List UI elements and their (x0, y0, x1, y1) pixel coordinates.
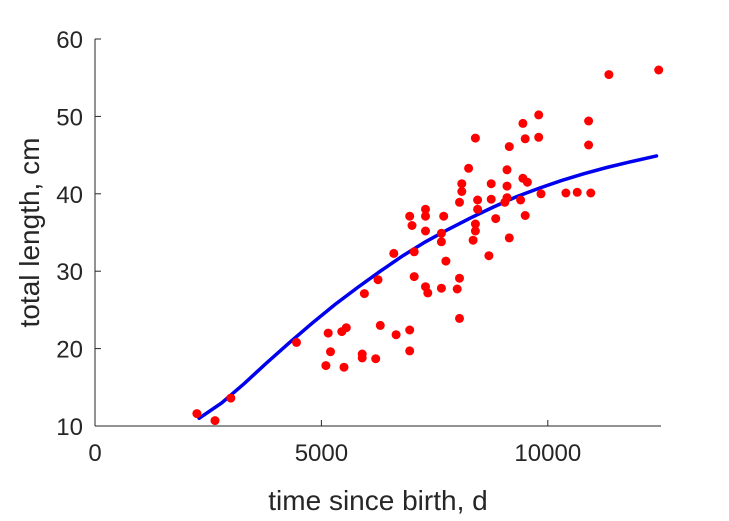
data-point (421, 204, 430, 214)
data-point (341, 323, 351, 333)
data-point (464, 163, 474, 173)
x-tick-label: 0 (88, 440, 101, 467)
data-point (421, 226, 430, 236)
data-point (210, 416, 220, 426)
data-point (389, 248, 399, 258)
data-point (572, 187, 582, 197)
data-point (436, 283, 446, 293)
data-point (409, 247, 419, 257)
data-point (391, 330, 401, 340)
data-point (504, 233, 514, 243)
data-point (473, 195, 483, 205)
data-point (292, 337, 301, 347)
y-tick-label: 40 (56, 182, 83, 209)
data-point (470, 219, 480, 229)
data-point (584, 116, 594, 126)
data-point (441, 256, 451, 266)
data-point (405, 211, 415, 221)
data-point (373, 275, 383, 285)
data-point (455, 313, 464, 323)
data-point (326, 347, 335, 357)
y-tick-label: 10 (56, 414, 83, 441)
data-point (536, 189, 546, 199)
data-point (586, 188, 596, 198)
x-tick-label: 5000 (295, 440, 348, 467)
data-point (486, 179, 496, 189)
data-point (423, 288, 433, 298)
data-point (457, 179, 467, 189)
data-point (520, 211, 530, 220)
data-point (455, 197, 464, 207)
data-point (455, 273, 464, 283)
data-point (439, 211, 449, 221)
data-point (502, 165, 512, 175)
data-points-layer (192, 65, 664, 426)
data-point (473, 204, 483, 214)
data-point (518, 118, 528, 128)
data-point (323, 328, 333, 338)
data-point (516, 195, 526, 205)
data-point (561, 188, 571, 198)
y-axis-label: total length, cm (14, 138, 45, 328)
data-point (584, 140, 594, 150)
data-point (192, 409, 202, 419)
y-tick-label: 60 (56, 27, 83, 54)
data-point (359, 289, 369, 299)
fit-curve-layer (197, 154, 659, 421)
data-point (405, 346, 415, 356)
data-point (226, 393, 236, 403)
data-point (604, 70, 614, 80)
data-point (522, 177, 532, 187)
data-point (375, 320, 385, 330)
data-point (436, 237, 446, 247)
data-point (484, 251, 494, 261)
fit-curve (197, 154, 659, 421)
y-tick-label: 30 (56, 259, 83, 286)
data-point (321, 361, 331, 371)
data-point (491, 214, 501, 224)
data-point (654, 65, 664, 75)
y-tick-label: 20 (56, 337, 83, 364)
data-point (452, 284, 462, 294)
x-axis-label: time since birth, d (268, 485, 487, 516)
data-point (339, 362, 349, 372)
data-point (409, 272, 419, 282)
data-point (504, 142, 514, 152)
y-tick-label: 50 (56, 104, 83, 131)
data-point (405, 325, 415, 335)
data-point (534, 132, 544, 142)
data-point (534, 110, 544, 120)
data-point (457, 187, 467, 196)
data-point (436, 228, 446, 238)
data-point (407, 221, 417, 230)
data-point (502, 181, 512, 191)
data-point (502, 193, 512, 203)
axes: 0 5000 10000 10 20 30 40 50 60 (56, 27, 661, 467)
data-point (470, 226, 480, 236)
data-point (468, 235, 478, 245)
data-point (357, 353, 367, 363)
data-point (470, 133, 480, 143)
data-point (421, 211, 430, 221)
data-point (371, 354, 381, 364)
data-point (520, 134, 530, 144)
data-point (486, 194, 496, 204)
x-tick-label: 10000 (514, 440, 581, 467)
